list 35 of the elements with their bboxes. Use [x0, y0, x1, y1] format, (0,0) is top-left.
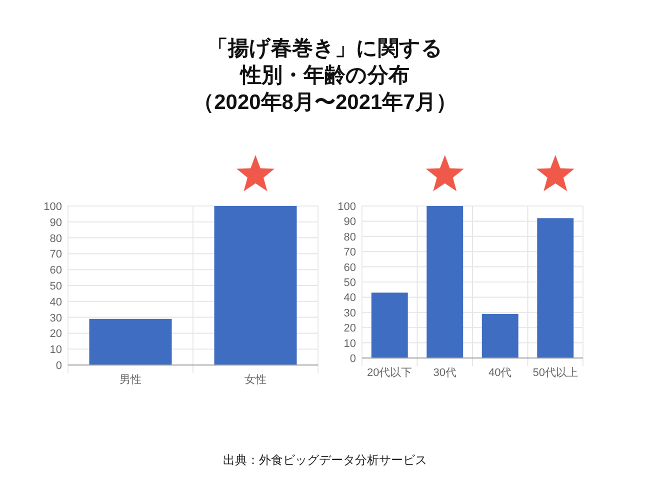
y-tick-label: 0 [56, 360, 62, 372]
y-tick-label: 100 [44, 201, 62, 213]
y-tick-label: 70 [50, 248, 62, 261]
y-tick-label: 50 [344, 277, 356, 289]
y-tick-label: 10 [50, 344, 62, 356]
chart-title: 「揚げ春巻き」に関する性別・年齢の分布 [207, 37, 443, 87]
x-tick-label: 男性 [120, 374, 142, 386]
y-tick-label: 100 [338, 201, 356, 213]
y-tick-label: 40 [344, 292, 356, 304]
y-tick-label: 80 [50, 232, 62, 245]
y-tick-label: 20 [50, 328, 62, 340]
y-tick-label: 90 [50, 216, 62, 229]
y-tick-label: 60 [344, 262, 356, 274]
bar [537, 218, 574, 358]
chart-subtitle: （2020年8月〜2021年7月） [193, 91, 457, 114]
x-tick-label: 40代 [488, 367, 512, 379]
y-tick-label: 80 [344, 231, 356, 244]
y-tick-label: 60 [50, 264, 62, 277]
y-tick-label: 30 [344, 307, 356, 320]
bar [482, 314, 518, 358]
y-tick-label: 20 [344, 322, 356, 335]
x-tick-label: 女性 [244, 374, 266, 386]
bar [371, 292, 408, 358]
bar [426, 206, 464, 358]
source-note: 出典：外食ビッグデータ分析サービス [223, 453, 427, 467]
x-tick-label: 20代以下 [367, 366, 412, 379]
y-tick-label: 40 [50, 296, 62, 308]
y-tick-label: 50 [50, 280, 62, 292]
y-tick-label: 70 [344, 246, 356, 259]
y-tick-label: 0 [350, 353, 356, 365]
y-tick-label: 90 [344, 216, 356, 228]
y-tick-label: 30 [50, 312, 62, 324]
x-tick-label: 30代 [433, 367, 456, 379]
x-tick-label: 50代以上 [532, 366, 578, 379]
y-tick-label: 10 [344, 338, 356, 350]
